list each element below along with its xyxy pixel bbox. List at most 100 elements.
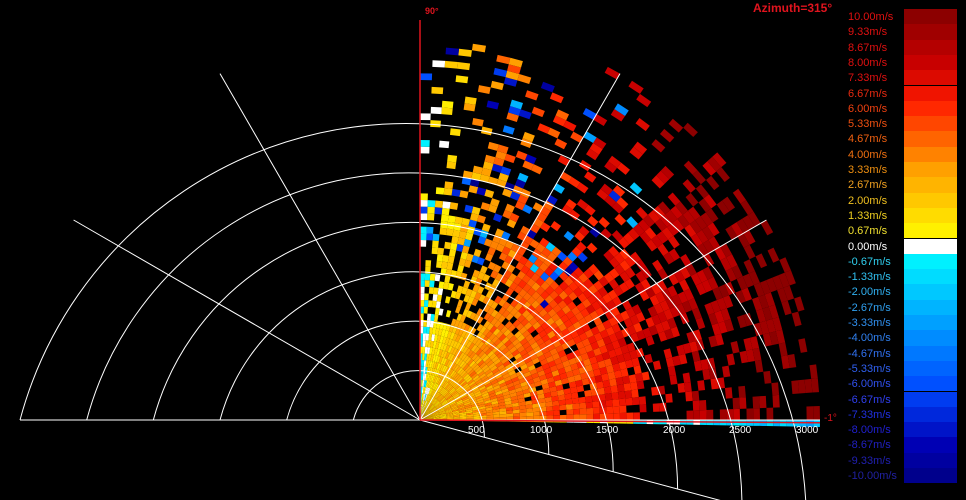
velocity-cell bbox=[717, 321, 728, 334]
colorbar-swatch bbox=[904, 223, 957, 239]
velocity-cell bbox=[531, 372, 540, 379]
velocity-cell bbox=[668, 235, 680, 249]
velocity-cell bbox=[432, 411, 439, 416]
velocity-cell bbox=[424, 411, 431, 416]
velocity-cell bbox=[464, 96, 477, 105]
velocity-cell bbox=[528, 317, 538, 326]
velocity-cell bbox=[435, 301, 441, 309]
velocity-cell bbox=[513, 383, 522, 390]
velocity-cell bbox=[432, 398, 438, 405]
velocity-cell bbox=[756, 308, 767, 323]
velocity-cell bbox=[584, 329, 594, 339]
velocity-cell bbox=[661, 320, 671, 332]
velocity-cell bbox=[667, 285, 678, 298]
velocity-cell bbox=[772, 317, 783, 332]
velocity-cell bbox=[461, 396, 469, 402]
velocity-cell bbox=[463, 103, 476, 112]
velocity-cell bbox=[549, 290, 559, 300]
velocity-cell bbox=[620, 344, 630, 355]
velocity-cell bbox=[429, 406, 435, 412]
colorbar-entry: -3.33m/s bbox=[844, 315, 966, 331]
velocity-cell bbox=[427, 403, 432, 410]
velocity-cell bbox=[482, 377, 490, 384]
velocity-cell bbox=[439, 415, 447, 418]
velocity-cell bbox=[614, 213, 627, 226]
velocity-cell bbox=[420, 313, 424, 321]
velocity-cell bbox=[777, 287, 788, 303]
velocity-cell bbox=[778, 272, 790, 288]
velocity-colorbar: 10.00m/s 9.33m/s 8.67m/s 8.00m/s 7.33m/s 6.67… bbox=[844, 9, 966, 490]
velocity-cell bbox=[441, 389, 447, 396]
velocity-cell bbox=[439, 140, 450, 149]
velocity-cell bbox=[794, 296, 805, 312]
velocity-cell bbox=[451, 407, 459, 411]
colorbar-swatch bbox=[904, 284, 957, 300]
velocity-cell bbox=[465, 288, 473, 297]
velocity-cell bbox=[720, 257, 732, 271]
velocity-cell bbox=[517, 73, 532, 84]
velocity-cell bbox=[625, 359, 634, 369]
velocity-cell bbox=[450, 403, 458, 408]
velocity-cell bbox=[520, 363, 528, 371]
velocity-cell bbox=[468, 219, 477, 228]
velocity-cell bbox=[454, 349, 460, 357]
velocity-cell bbox=[539, 271, 550, 282]
velocity-cell bbox=[665, 210, 678, 223]
velocity-cell bbox=[497, 379, 506, 385]
velocity-cell bbox=[490, 317, 498, 326]
velocity-cell bbox=[469, 178, 480, 188]
velocity-cell bbox=[460, 251, 468, 260]
velocity-cell bbox=[584, 204, 596, 216]
velocity-cell bbox=[504, 203, 515, 213]
velocity-cell bbox=[714, 310, 725, 324]
velocity-cell bbox=[487, 350, 495, 358]
velocity-cell bbox=[445, 310, 452, 318]
velocity-cell bbox=[612, 296, 623, 307]
velocity-cell bbox=[421, 400, 424, 407]
velocity-cell bbox=[462, 170, 473, 179]
velocity-cell bbox=[539, 374, 547, 381]
velocity-cell bbox=[623, 232, 635, 245]
velocity-cell bbox=[522, 204, 533, 214]
velocity-cell bbox=[436, 294, 442, 302]
colorbar-entry: 3.33m/s bbox=[844, 162, 966, 178]
velocity-cell bbox=[491, 163, 503, 173]
velocity-cell bbox=[430, 408, 437, 413]
velocity-cell bbox=[572, 368, 581, 376]
velocity-cell bbox=[453, 414, 460, 417]
velocity-cell bbox=[508, 105, 521, 116]
velocity-cell bbox=[443, 187, 453, 196]
velocity-cell bbox=[453, 395, 461, 400]
velocity-cell bbox=[432, 294, 438, 302]
velocity-cell bbox=[420, 293, 425, 301]
velocity-cell bbox=[742, 273, 754, 288]
velocity-cell bbox=[455, 375, 462, 382]
velocity-cell bbox=[658, 331, 668, 342]
velocity-cell bbox=[455, 75, 469, 84]
colorbar-swatch bbox=[904, 299, 957, 315]
velocity-cell bbox=[560, 354, 569, 363]
velocity-cell bbox=[436, 393, 442, 400]
velocity-cell bbox=[606, 299, 617, 310]
velocity-cell bbox=[758, 294, 769, 309]
velocity-cell bbox=[459, 379, 466, 386]
velocity-cell bbox=[537, 354, 546, 362]
velocity-cell bbox=[424, 366, 428, 374]
velocity-cell bbox=[635, 270, 647, 283]
velocity-cell bbox=[442, 254, 449, 263]
velocity-cell bbox=[426, 347, 431, 354]
velocity-cell bbox=[449, 379, 456, 386]
velocity-cell bbox=[545, 406, 554, 412]
velocity-cell bbox=[619, 248, 631, 260]
velocity-cell bbox=[759, 320, 770, 335]
velocity-cell bbox=[705, 175, 720, 191]
colorbar-label: -8.67m/s bbox=[848, 439, 891, 452]
velocity-cell bbox=[529, 368, 538, 376]
velocity-cell bbox=[500, 166, 512, 176]
velocity-cell bbox=[426, 417, 434, 419]
velocity-cell bbox=[464, 259, 472, 268]
velocity-cell bbox=[593, 347, 602, 357]
velocity-cell bbox=[570, 131, 584, 143]
velocity-cell bbox=[422, 346, 426, 354]
velocity-cell bbox=[665, 393, 673, 403]
